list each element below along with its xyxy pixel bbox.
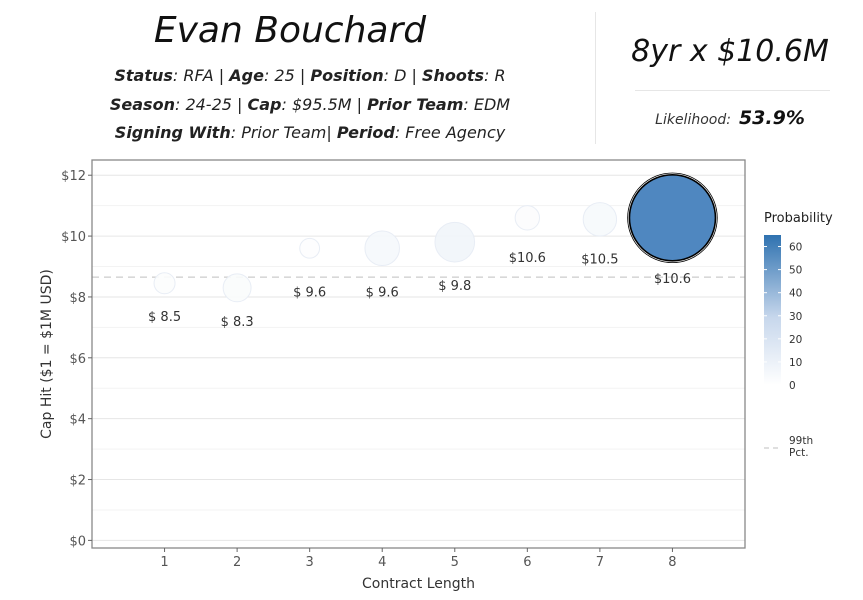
info-line-season: Season: 24-25 | Cap: $95.5M | Prior Team…	[109, 95, 511, 114]
y-tick-label: $6	[69, 352, 86, 367]
bubble-label-8yr: $10.6	[654, 272, 691, 287]
legend-tick-label: 30	[789, 311, 802, 323]
bubble-1yr	[153, 272, 176, 295]
age-value: 25	[274, 66, 295, 85]
likelihood-label: Likelihood:	[655, 112, 731, 128]
prior-team-value: EDM	[473, 95, 511, 114]
status-value: RFA	[183, 66, 214, 85]
signing-value: Prior Team	[241, 123, 327, 142]
legend-tick-label: 20	[789, 334, 802, 346]
info-line-status: Status: RFA | Age: 25 | Position: D | Sh…	[114, 66, 506, 85]
header-divider	[595, 12, 596, 144]
plot-panel-border	[91, 159, 746, 549]
x-tick-label: 8	[668, 555, 676, 570]
cap-value: $95.5M	[291, 95, 352, 114]
legend-tick-label: 50	[789, 265, 802, 277]
y-tick-label: $4	[69, 413, 86, 428]
y-tick-label: $12	[61, 169, 86, 184]
bubble-6yr	[514, 205, 541, 231]
y-tick-label: $8	[69, 291, 86, 306]
bubble-label-5yr: $ 9.8	[438, 279, 471, 294]
x-tick-label: 7	[596, 555, 604, 570]
bubble-label-2yr: $ 8.3	[221, 315, 254, 330]
legend-tick-label: 40	[789, 288, 802, 300]
y-tick-label: $10	[61, 230, 86, 245]
bubble-label-1yr: $ 8.5	[148, 310, 181, 325]
x-axis-title: Contract Length	[362, 576, 475, 592]
period-value: Free Agency	[405, 123, 506, 142]
x-tick-label: 2	[233, 555, 241, 570]
likelihood-value: 53.9%	[738, 107, 805, 129]
signing-label: Signing With	[114, 123, 231, 142]
x-tick-label: 4	[378, 555, 386, 570]
bubble-label-3yr: $ 9.6	[293, 285, 326, 300]
bubble-3yr	[299, 237, 321, 259]
position-label: Position	[310, 66, 384, 85]
bubble-4yr	[364, 230, 400, 267]
bubble-8yr	[628, 174, 717, 262]
x-tick-label: 3	[306, 555, 314, 570]
x-tick-label: 6	[523, 555, 531, 570]
period-label: Period	[336, 123, 395, 142]
bubble-label-7yr: $10.5	[581, 252, 618, 267]
legend-tick-label: 60	[789, 242, 802, 254]
legend-colorbar	[764, 235, 781, 385]
info-line-signing: Signing With: Prior Team| Period: Free A…	[114, 123, 506, 142]
y-axis-title: Cap Hit ($1 = $1M USD)	[39, 269, 55, 439]
likelihood: Likelihood: 53.9%	[630, 107, 830, 129]
status-label: Status	[114, 66, 173, 85]
bubble-2yr	[222, 273, 252, 303]
prior-team-label: Prior Team	[367, 95, 464, 114]
summary-divider	[635, 90, 830, 91]
x-tick-label: 1	[160, 555, 168, 570]
legend-title: Probability	[764, 211, 833, 226]
bubble-7yr	[582, 202, 618, 237]
bubble-label-4yr: $ 9.6	[366, 285, 399, 300]
legend-reference-label: 99th	[789, 435, 813, 447]
legend-tick-label: 10	[789, 357, 802, 369]
age-label: Age	[229, 66, 264, 85]
position-value: D	[394, 66, 407, 85]
player-name: Evan Bouchard	[153, 10, 427, 51]
season-value: 24-25	[185, 95, 232, 114]
bubble-5yr	[434, 221, 476, 263]
shoots-label: Shoots	[421, 66, 485, 85]
y-tick-label: $2	[69, 474, 86, 489]
cap-label: Cap	[247, 95, 282, 114]
bubble-label-6yr: $10.6	[509, 251, 546, 266]
season-label: Season	[109, 95, 175, 114]
y-tick-label: $0	[69, 534, 86, 549]
contract-summary: 8yr x $10.6M	[631, 34, 829, 69]
x-tick-label: 5	[451, 555, 459, 570]
bubble-highlight-ring	[627, 172, 718, 264]
legend-tick-label: 0	[789, 380, 796, 392]
shoots-value: R	[494, 66, 506, 85]
legend-reference-label: Pct.	[789, 447, 809, 459]
